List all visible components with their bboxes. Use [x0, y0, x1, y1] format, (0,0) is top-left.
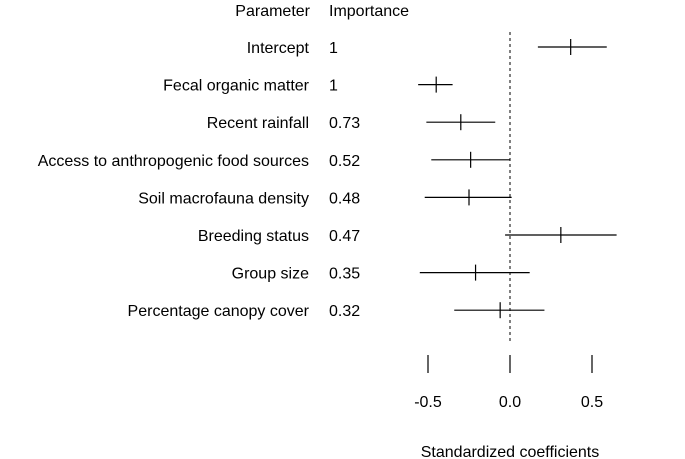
importance-value: 0.35	[329, 266, 360, 283]
parameter-header: Parameter	[235, 3, 310, 20]
parameter-label: Intercept	[247, 40, 310, 57]
importance-value: 0.73	[329, 115, 360, 132]
x-tick-label: 0.0	[499, 394, 521, 411]
row-breeding-status: Breeding status 0.47	[198, 227, 617, 245]
parameter-label: Group size	[232, 266, 309, 283]
parameter-label: Access to anthropogenic food sources	[38, 153, 309, 170]
row-recent-rainfall: Recent rainfall 0.73	[207, 114, 496, 132]
x-axis: -0.5 0.0 0.5	[414, 355, 603, 411]
x-tick-label: -0.5	[414, 394, 442, 411]
row-soil-macrofauna-density: Soil macrofauna density 0.48	[138, 189, 512, 207]
coefficient-rows: Intercept 1 Fecal organic matter 1 Recent ra…	[38, 39, 617, 320]
importance-value: 0.52	[329, 153, 360, 170]
parameter-label: Recent rainfall	[207, 115, 309, 132]
importance-value: 0.32	[329, 303, 360, 320]
importance-value: 0.48	[329, 190, 360, 207]
importance-value: 1	[329, 78, 338, 95]
parameter-label: Soil macrofauna density	[138, 190, 309, 207]
row-intercept: Intercept 1	[247, 39, 607, 57]
row-percentage-canopy-cover: Percentage canopy cover 0.32	[128, 302, 545, 320]
parameter-label: Fecal organic matter	[163, 78, 310, 95]
row-fecal-organic-matter: Fecal organic matter 1	[163, 76, 453, 95]
parameter-label: Percentage canopy cover	[128, 303, 310, 320]
row-group-size: Group size 0.35	[232, 264, 530, 283]
x-axis-label: Standardized coefficients	[421, 444, 599, 459]
parameter-label: Breeding status	[198, 228, 309, 245]
x-tick-label: 0.5	[581, 394, 603, 411]
row-access-to-anthropogenic-food-sources: Access to anthropogenic food sources 0.52	[38, 151, 510, 170]
importance-value: 1	[329, 40, 338, 57]
importance-value: 0.47	[329, 228, 360, 245]
importance-header: Importance	[329, 3, 409, 20]
